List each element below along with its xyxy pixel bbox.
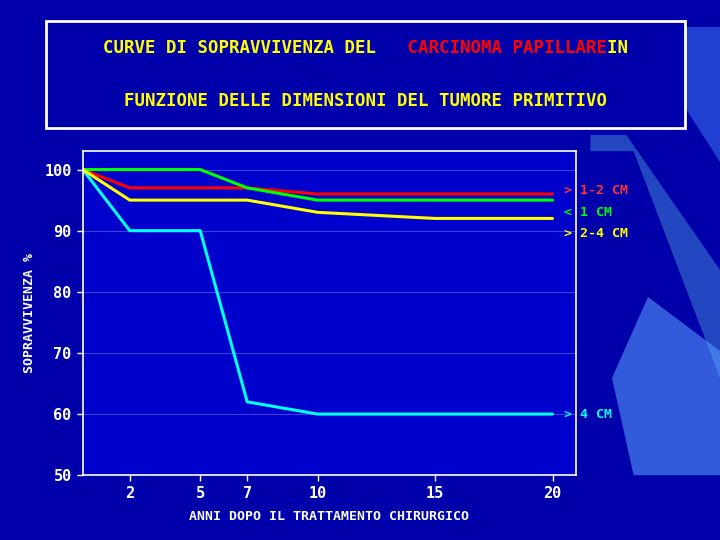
- Text: > 2-4 CM: > 2-4 CM: [564, 227, 629, 240]
- Text: CARCINOMA PAPILLARE: CARCINOMA PAPILLARE: [124, 38, 607, 57]
- Text: > 1-2 CM: > 1-2 CM: [564, 185, 629, 198]
- Text: FUNZIONE DELLE DIMENSIONI DEL TUMORE PRIMITIVO: FUNZIONE DELLE DIMENSIONI DEL TUMORE PRI…: [124, 92, 607, 110]
- Polygon shape: [590, 135, 720, 378]
- Polygon shape: [576, 27, 720, 162]
- X-axis label: ANNI DOPO IL TRATTAMENTO CHIRURGICO: ANNI DOPO IL TRATTAMENTO CHIRURGICO: [189, 510, 469, 523]
- Polygon shape: [612, 297, 720, 475]
- Y-axis label: SOPRAVVIVENZA %: SOPRAVVIVENZA %: [23, 253, 36, 373]
- FancyBboxPatch shape: [46, 21, 685, 127]
- Text: CURVE DI SOPRAVVIVENZA DEL                      IN: CURVE DI SOPRAVVIVENZA DEL IN: [103, 38, 628, 57]
- Text: < 1 CM: < 1 CM: [564, 206, 612, 219]
- Text: > 4 CM: > 4 CM: [564, 408, 612, 421]
